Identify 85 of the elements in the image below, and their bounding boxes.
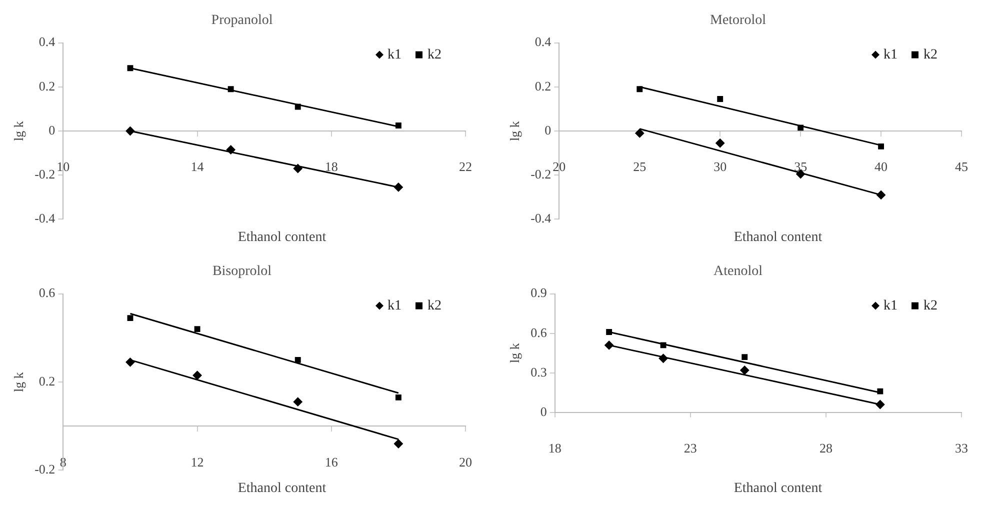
point: [742, 354, 748, 360]
point: [226, 145, 236, 154]
x-axis-title: Ethanol content: [732, 481, 824, 497]
y-tick-label: -0.2: [530, 166, 552, 182]
x-tick-label: 25: [633, 159, 646, 174]
point: [660, 342, 666, 348]
chart-title: Atenolol: [714, 264, 763, 280]
legend-label: k1: [884, 47, 898, 62]
point: [606, 329, 612, 335]
legend-label: k1: [884, 298, 898, 314]
y-tick-label: 0.9: [530, 285, 547, 300]
x-tick-label: 45: [955, 159, 968, 174]
point: [294, 356, 301, 363]
x-tick-label: 20: [459, 454, 472, 470]
x-tick-label: 14: [190, 159, 204, 174]
y-tick-label: 0.2: [38, 373, 56, 388]
point: [194, 326, 200, 332]
y-tick-label: 0: [48, 122, 56, 138]
legend-label: k2: [924, 298, 938, 314]
x-tick-label: 10: [56, 159, 70, 174]
y-tick-label: 0.2: [38, 78, 56, 94]
point: [878, 143, 884, 150]
legend-label: k1: [388, 47, 402, 62]
x-axis-title: Ethanol content: [732, 230, 824, 246]
point: [293, 397, 302, 406]
chart-title: Metorolol: [710, 13, 766, 28]
point: [394, 439, 403, 448]
x-tick-label: 33: [955, 440, 968, 456]
point: [127, 315, 134, 322]
x-tick-label: 20: [552, 159, 566, 174]
x-tick-label: 22: [459, 159, 472, 174]
x-tick-label: 28: [819, 440, 832, 456]
y-tick-label: 0: [540, 404, 547, 419]
x-tick-label: 40: [874, 159, 888, 174]
legend-label: k2: [924, 47, 938, 62]
point: [740, 366, 750, 375]
y-tick-label: 0: [544, 122, 552, 138]
y-tick-label: -0.2: [34, 462, 56, 477]
point: [604, 340, 614, 350]
point: [395, 122, 402, 128]
y-tick-label: 0.6: [530, 324, 548, 340]
x-tick-label: 30: [714, 159, 727, 174]
x-tick-label: 12: [190, 454, 204, 470]
point: [126, 126, 135, 136]
y-axis-title: lg k: [11, 372, 26, 392]
y-tick-label: 0.2: [534, 78, 552, 94]
chart-title: Propanolol: [211, 13, 273, 28]
x-tick-label: 16: [324, 454, 338, 470]
y-tick-label: 0.4: [38, 34, 56, 50]
legend-label: k1: [388, 298, 402, 314]
y-axis-title: lg k: [507, 342, 522, 364]
point: [395, 394, 402, 400]
y-axis-title: lg k: [11, 120, 26, 141]
point: [876, 190, 886, 200]
point: [658, 354, 668, 363]
point: [798, 124, 804, 131]
y-tick-label: -0.2: [34, 166, 56, 182]
x-tick-label: 18: [324, 159, 338, 174]
point: [717, 96, 724, 102]
x-tick-label: 35: [794, 159, 808, 174]
point: [636, 86, 643, 92]
y-axis-title: lg k: [507, 120, 522, 141]
point: [877, 388, 884, 394]
chart-title: Bisoprolol: [212, 264, 272, 280]
y-tick-label: 0.6: [38, 285, 56, 300]
y-tick-label: -0.4: [34, 210, 56, 226]
point: [192, 370, 202, 380]
x-axis-title: Ethanol content: [236, 230, 328, 246]
point: [876, 400, 885, 409]
point: [127, 65, 134, 72]
point: [394, 182, 403, 192]
x-axis-title: Ethanol content: [236, 481, 328, 497]
point: [635, 128, 644, 138]
point: [126, 358, 135, 367]
y-tick-label: -0.4: [530, 210, 552, 226]
legend-label: k2: [428, 298, 442, 314]
x-tick-label: 18: [548, 440, 562, 456]
point: [716, 138, 725, 148]
y-tick-label: 0.4: [534, 34, 552, 50]
point: [293, 164, 302, 173]
x-tick-label: 23: [684, 440, 697, 456]
y-tick-label: 0.3: [530, 364, 547, 380]
point: [294, 104, 301, 110]
point: [228, 86, 234, 92]
legend-label: k2: [428, 47, 442, 62]
